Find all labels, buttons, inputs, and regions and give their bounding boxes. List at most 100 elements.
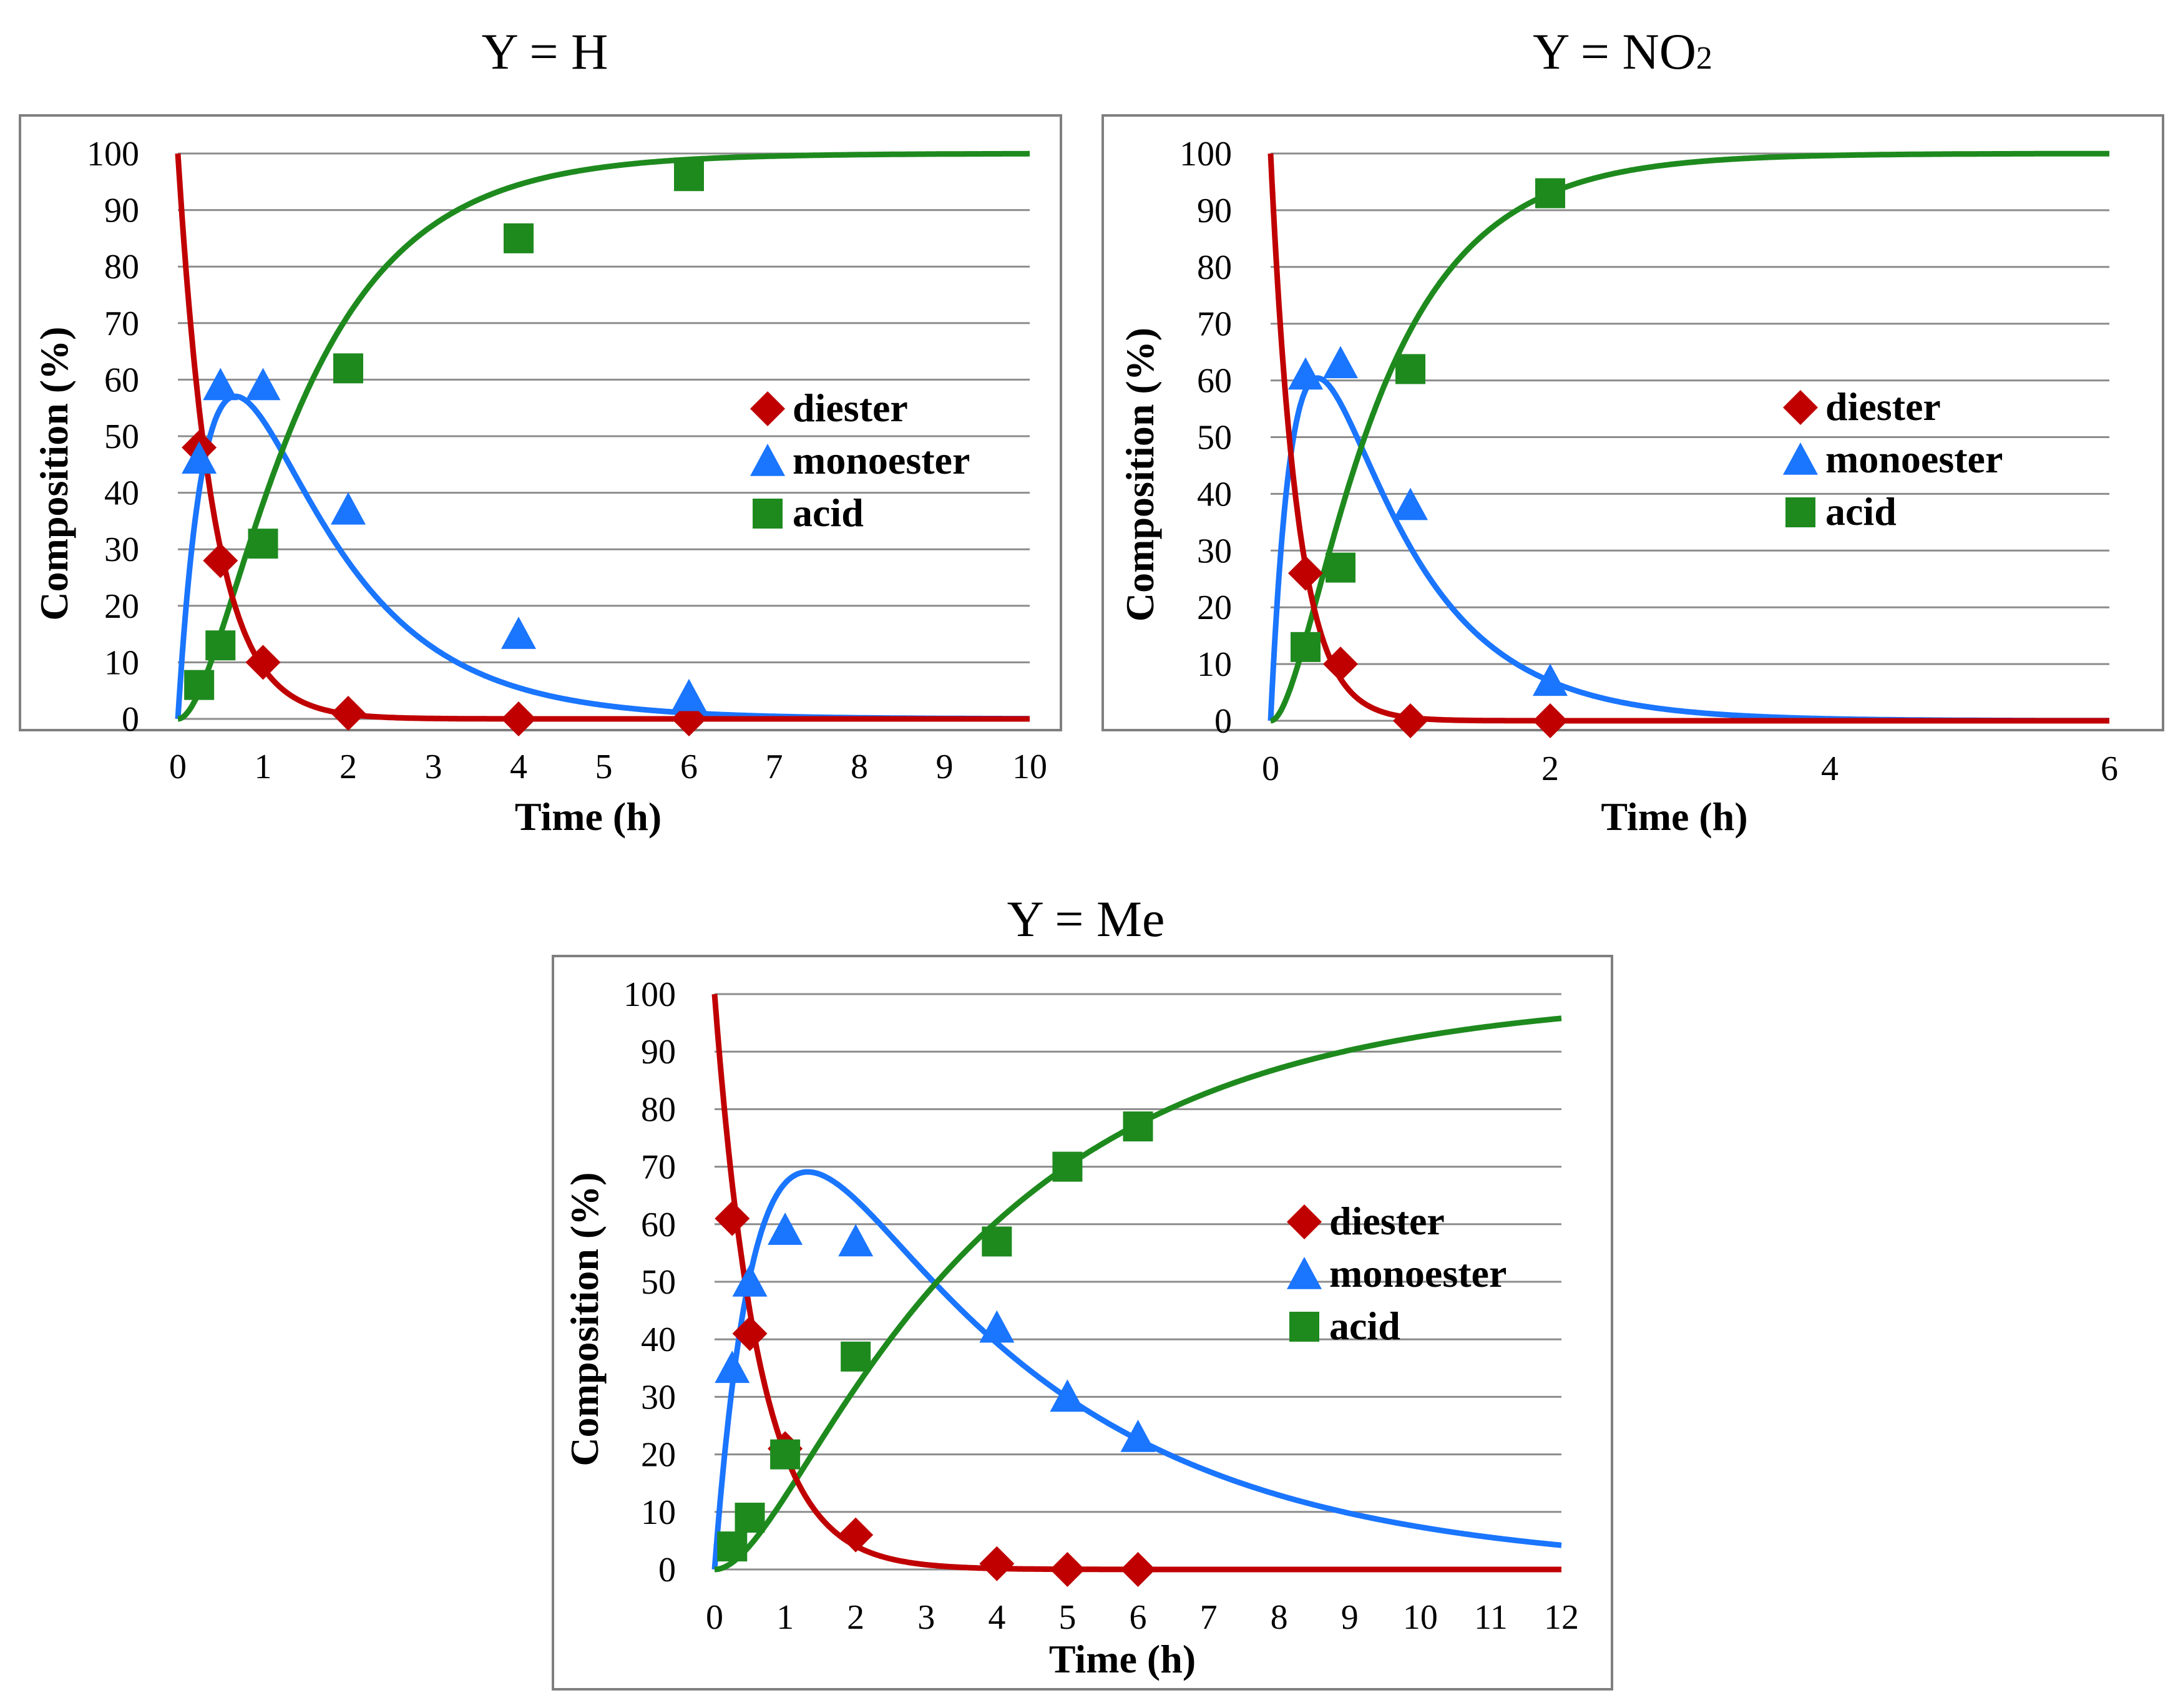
chart-title: Y = H bbox=[482, 23, 608, 80]
y-tick-label: 40 bbox=[104, 474, 139, 513]
legend-marker-acid bbox=[753, 499, 783, 529]
data-point-monoester bbox=[672, 678, 706, 711]
y-tick-label: 70 bbox=[1197, 305, 1232, 344]
data-point-monoester bbox=[1533, 663, 1568, 696]
x-tick-label: 0 bbox=[169, 748, 187, 786]
fit-line-acid bbox=[1269, 150, 2111, 724]
y-tick-label: 100 bbox=[623, 975, 676, 1014]
y-tick-label: 30 bbox=[1197, 532, 1232, 570]
data-point-acid bbox=[333, 353, 363, 384]
data-point-diester bbox=[1050, 1552, 1085, 1587]
data-point-diester bbox=[1120, 1552, 1156, 1587]
fit-line-diester bbox=[175, 153, 1032, 722]
data-point-acid bbox=[841, 1341, 871, 1372]
x-tick-label: 0 bbox=[706, 1598, 723, 1637]
x-tick-label: 6 bbox=[1130, 1598, 1147, 1637]
data-point-acid bbox=[1535, 178, 1565, 208]
x-tick-label: 1 bbox=[255, 748, 272, 786]
chart-title-main: Y = H bbox=[482, 23, 608, 80]
x-tick-label: 4 bbox=[1821, 749, 1839, 788]
data-point-diester bbox=[501, 701, 536, 736]
chart-title: Y = NO2 bbox=[1533, 23, 1712, 80]
y-axis-label: Composition (%) bbox=[1118, 328, 1162, 622]
chart-title-sub: 2 bbox=[1696, 41, 1712, 76]
data-point-monoester bbox=[768, 1213, 803, 1245]
x-tick-label: 4 bbox=[988, 1598, 1005, 1637]
y-tick-label: 40 bbox=[641, 1320, 676, 1359]
y-tick-label: 60 bbox=[641, 1206, 676, 1244]
y-tick-label: 60 bbox=[1197, 362, 1232, 401]
data-point-diester bbox=[1533, 703, 1568, 738]
x-axis-label: Time (h) bbox=[1049, 1637, 1196, 1681]
chart-title-main: Y = NO bbox=[1533, 23, 1696, 80]
x-tick-label: 9 bbox=[1341, 1598, 1359, 1637]
x-tick-label: 5 bbox=[595, 748, 613, 786]
y-tick-label: 90 bbox=[641, 1033, 676, 1071]
y-tick-label: 70 bbox=[641, 1148, 676, 1187]
data-point-diester bbox=[732, 1315, 768, 1351]
y-tick-label: 30 bbox=[104, 530, 139, 569]
data-point-acid bbox=[982, 1226, 1012, 1257]
legend-label-diester: diester bbox=[1329, 1199, 1445, 1243]
x-tick-label: 6 bbox=[680, 748, 698, 786]
data-point-acid bbox=[504, 223, 534, 253]
x-axis-label: Time (h) bbox=[515, 794, 662, 839]
data-point-monoester bbox=[501, 617, 536, 649]
data-point-diester bbox=[1323, 647, 1358, 682]
x-tick-label: 3 bbox=[425, 748, 442, 786]
data-point-monoester bbox=[245, 368, 281, 401]
legend-label-diester: diester bbox=[793, 386, 908, 430]
x-axis-label: Time (h) bbox=[1601, 794, 1747, 839]
fit-line-acid bbox=[176, 150, 1032, 722]
data-point-diester bbox=[1288, 555, 1323, 591]
x-tick-label: 7 bbox=[1200, 1598, 1218, 1637]
legend-marker-diester bbox=[1287, 1204, 1322, 1239]
data-point-diester bbox=[715, 1201, 750, 1236]
y-tick-label: 50 bbox=[1197, 419, 1232, 457]
x-tick-label: 5 bbox=[1058, 1598, 1076, 1637]
y-tick-label: 60 bbox=[104, 361, 139, 399]
data-point-acid bbox=[1326, 552, 1355, 583]
legend-label-monoester: monoester bbox=[1825, 437, 2003, 481]
data-point-monoester bbox=[1120, 1419, 1156, 1452]
chart-h: Y = H 0 10 20 30 40 50 60 70 80 90 100 0 1 2 3 4 5 6 7 8 9 10 T… bbox=[19, 23, 1062, 839]
data-point-acid bbox=[1123, 1111, 1153, 1142]
y-tick-label: 90 bbox=[1197, 192, 1232, 230]
y-tick-label: 40 bbox=[1197, 475, 1232, 514]
legend-marker-acid bbox=[1289, 1312, 1319, 1342]
y-tick-label: 80 bbox=[104, 248, 139, 286]
data-point-monoester bbox=[1323, 346, 1358, 379]
data-point-acid bbox=[735, 1503, 765, 1533]
chart-frame bbox=[552, 955, 1613, 1691]
data-point-diester bbox=[979, 1546, 1015, 1581]
legend-marker-acid bbox=[1785, 497, 1815, 527]
data-point-monoester bbox=[732, 1264, 768, 1297]
data-point-diester bbox=[331, 695, 366, 731]
data-point-monoester bbox=[203, 368, 238, 401]
x-tick-label: 7 bbox=[766, 748, 783, 786]
legend-marker-monoester bbox=[750, 444, 785, 476]
data-point-monoester bbox=[1288, 357, 1323, 390]
data-point-monoester bbox=[331, 492, 366, 525]
y-tick-label: 10 bbox=[104, 643, 139, 682]
x-tick-label: 2 bbox=[1541, 749, 1559, 788]
data-point-acid bbox=[717, 1531, 748, 1562]
chart-title-main: Y = Me bbox=[1007, 891, 1165, 947]
y-tick-label: 100 bbox=[87, 135, 139, 173]
x-tick-label: 11 bbox=[1474, 1598, 1508, 1637]
y-tick-label: 0 bbox=[658, 1551, 676, 1589]
data-point-acid bbox=[1395, 354, 1425, 384]
x-tick-label: 8 bbox=[851, 748, 868, 786]
data-point-acid bbox=[1052, 1151, 1083, 1182]
y-axis-label: Composition (%) bbox=[562, 1172, 607, 1466]
y-tick-label: 10 bbox=[641, 1493, 676, 1532]
y-tick-label: 70 bbox=[104, 305, 139, 343]
data-point-acid bbox=[248, 529, 278, 559]
legend-marker-monoester bbox=[1783, 442, 1818, 475]
y-tick-label: 80 bbox=[641, 1090, 676, 1129]
y-tick-label: 100 bbox=[1179, 135, 1232, 173]
legend-label-monoester: monoester bbox=[1329, 1251, 1507, 1296]
